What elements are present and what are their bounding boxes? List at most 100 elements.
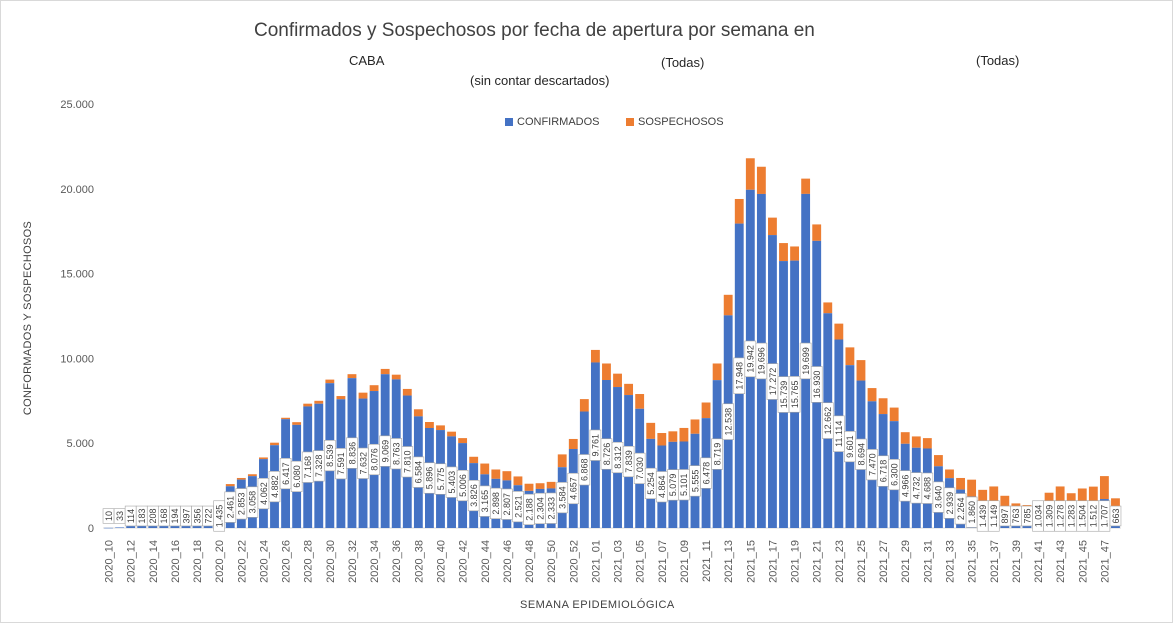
data-label: 6.080 — [290, 460, 303, 492]
data-label: 663 — [1109, 505, 1122, 527]
data-label: 6.584 — [412, 456, 425, 488]
bar-sospechosos — [590, 349, 600, 363]
data-label: 2.461 — [224, 491, 237, 523]
data-label-box — [788, 376, 801, 413]
data-label: 12.538 — [722, 403, 734, 440]
data-label: 5.896 — [423, 462, 436, 494]
bar-sospechosos — [1099, 476, 1109, 500]
data-label: 7.030 — [633, 452, 646, 484]
bar-sospechosos — [236, 477, 246, 480]
data-label: 19.699 — [799, 342, 812, 380]
data-label: 9.069 — [379, 435, 391, 467]
bar-sospechosos — [1066, 493, 1076, 507]
legend-swatch-sospechosos — [626, 118, 634, 126]
data-label-box — [567, 472, 580, 505]
data-label: 5.403 — [445, 466, 458, 498]
data-label-text: 6.718 — [878, 460, 888, 483]
filter-todas-2: (Todas) — [976, 53, 1020, 68]
data-label-text: 1.283 — [1067, 505, 1077, 528]
bar-sospechosos — [546, 481, 556, 489]
data-label-text: 897 — [1000, 508, 1010, 523]
bar-confirmados — [137, 524, 147, 528]
data-label-text: 7.328 — [314, 455, 324, 478]
bar-sospechosos — [945, 469, 954, 479]
y-tick-label: 5.000 — [66, 438, 94, 450]
data-label: 397 — [180, 505, 192, 527]
data-label: 6.300 — [888, 459, 900, 491]
data-label: 2.304 — [534, 492, 546, 525]
data-label-text: 6.478 — [701, 462, 711, 485]
bar-sospechosos — [270, 442, 279, 446]
data-label: 6.868 — [578, 454, 591, 486]
bar-confirmados — [104, 527, 113, 529]
x-tick-label: 2020_30 — [325, 540, 337, 583]
bar-sospechosos — [402, 388, 412, 396]
bar-sospechosos — [889, 407, 899, 422]
data-label: 5.775 — [434, 463, 447, 495]
x-tick-label: 2021_09 — [679, 540, 691, 583]
data-label-box — [810, 366, 823, 403]
x-tick-label: 2021_25 — [856, 540, 868, 583]
bar-confirmados — [159, 525, 169, 528]
bar-sospechosos — [922, 438, 932, 449]
x-tick-label: 2021_15 — [745, 540, 757, 583]
bar-sospechosos — [1055, 486, 1065, 507]
y-tick-label: 10.000 — [60, 353, 94, 365]
data-label: 4.864 — [655, 471, 668, 503]
data-label: 1.435 — [213, 500, 225, 532]
data-label-text: 7.839 — [624, 450, 634, 473]
bar-sospechosos — [336, 396, 346, 400]
data-label-text: 17.948 — [735, 362, 745, 390]
data-label-text: 4.732 — [912, 477, 922, 500]
data-label: 1.149 — [987, 500, 1000, 532]
data-label: 7.168 — [301, 451, 314, 483]
bar-sospechosos — [690, 419, 700, 434]
data-label: 1.707 — [1098, 500, 1111, 532]
data-label-text: 4.966 — [901, 475, 911, 498]
data-label: 17.948 — [733, 357, 746, 394]
data-label: 15.765 — [788, 376, 801, 413]
data-label-text: 663 — [1111, 508, 1121, 523]
data-label-text: 8.076 — [369, 448, 379, 471]
filter-todas-1: (Todas) — [661, 55, 705, 70]
legend-label-sospechosos: SOSPECHOSOS — [638, 116, 724, 128]
bar-confirmados — [170, 524, 180, 528]
data-label-text: 4.864 — [657, 475, 667, 498]
data-label-text: 3.584 — [558, 486, 568, 509]
x-tick-label: 2021_45 — [1077, 540, 1089, 583]
legend-confirmados: CONFIRMADOS — [505, 116, 600, 128]
bar-sospechosos — [845, 347, 855, 366]
data-label-text: 8.694 — [856, 443, 866, 466]
x-tick-label: 2021_35 — [967, 540, 979, 583]
data-label-text: 5.101 — [679, 473, 689, 496]
x-tick-label: 2020_38 — [413, 540, 425, 583]
bar-sospechosos — [635, 394, 645, 409]
data-label: 2.188 — [523, 493, 535, 526]
bar-sospechosos — [878, 398, 888, 415]
data-label: 9.601 — [844, 431, 856, 463]
data-label: 11.114 — [833, 415, 845, 452]
data-label-text: 5.254 — [646, 472, 656, 495]
x-tick-label: 2020_46 — [502, 540, 514, 583]
data-label: 7.470 — [866, 449, 878, 481]
data-label-text: 7.591 — [336, 452, 346, 475]
bar-sospechosos — [1000, 495, 1010, 513]
data-label: 5.101 — [678, 469, 690, 501]
data-label-text: 356 — [192, 508, 202, 523]
bar-sospechosos — [480, 463, 490, 475]
bar-sospechosos — [812, 224, 822, 241]
data-label-text: 8.836 — [347, 442, 357, 465]
data-label-text: 3.165 — [480, 490, 490, 513]
data-label-text: 114 — [126, 509, 136, 523]
data-label: 15.739 — [777, 376, 790, 413]
data-label-text: 1.504 — [1078, 505, 1088, 528]
bar-sospechosos — [1077, 488, 1087, 503]
data-label: 8.076 — [368, 443, 380, 476]
data-label-text: 5.006 — [458, 474, 468, 497]
x-tick-label: 2021_03 — [613, 540, 625, 583]
data-label: 5.079 — [667, 469, 679, 501]
data-label-text: 1.860 — [967, 501, 977, 524]
bar-sospechosos — [568, 438, 578, 450]
bar-sospechosos — [613, 373, 622, 388]
